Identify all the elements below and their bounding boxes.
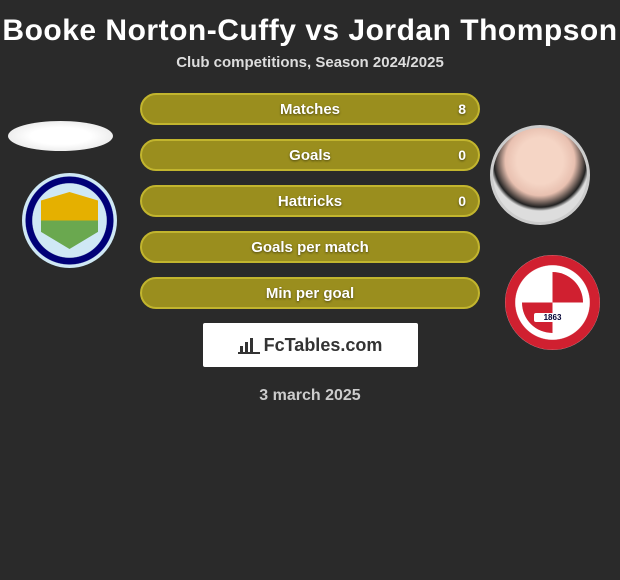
player-photo-right [490,125,590,225]
club-badge-left [22,173,117,268]
stat-label: Min per goal [266,285,354,302]
brand-badge[interactable]: FcTables.com [203,323,418,367]
stat-label: Matches [280,101,340,118]
page-title: Booke Norton-Cuffy vs Jordan Thompson [0,0,620,54]
date-label: 3 march 2025 [0,387,620,405]
subtitle: Club competitions, Season 2024/2025 [0,54,620,71]
stat-row-goals-per-match: Goals per match [140,231,480,263]
bar-chart-icon [238,336,260,354]
stat-right-value: 0 [458,193,466,209]
stat-row-goals: Goals 0 [140,139,480,171]
stat-label: Goals per match [251,239,369,256]
stat-right-value: 0 [458,147,466,163]
comparison-card: Booke Norton-Cuffy vs Jordan Thompson Cl… [0,0,620,580]
stat-row-min-per-goal: Min per goal [140,277,480,309]
stats-list: Matches 8 Goals 0 Hattricks 0 Goals per … [140,93,480,309]
stat-row-matches: Matches 8 [140,93,480,125]
stat-row-hattricks: Hattricks 0 [140,185,480,217]
stat-label: Goals [289,147,331,164]
club-badge-right [505,255,600,350]
stat-label: Hattricks [278,193,342,210]
player-photo-left [8,121,113,151]
brand-text: FcTables.com [264,335,383,356]
stat-right-value: 8 [458,101,466,117]
